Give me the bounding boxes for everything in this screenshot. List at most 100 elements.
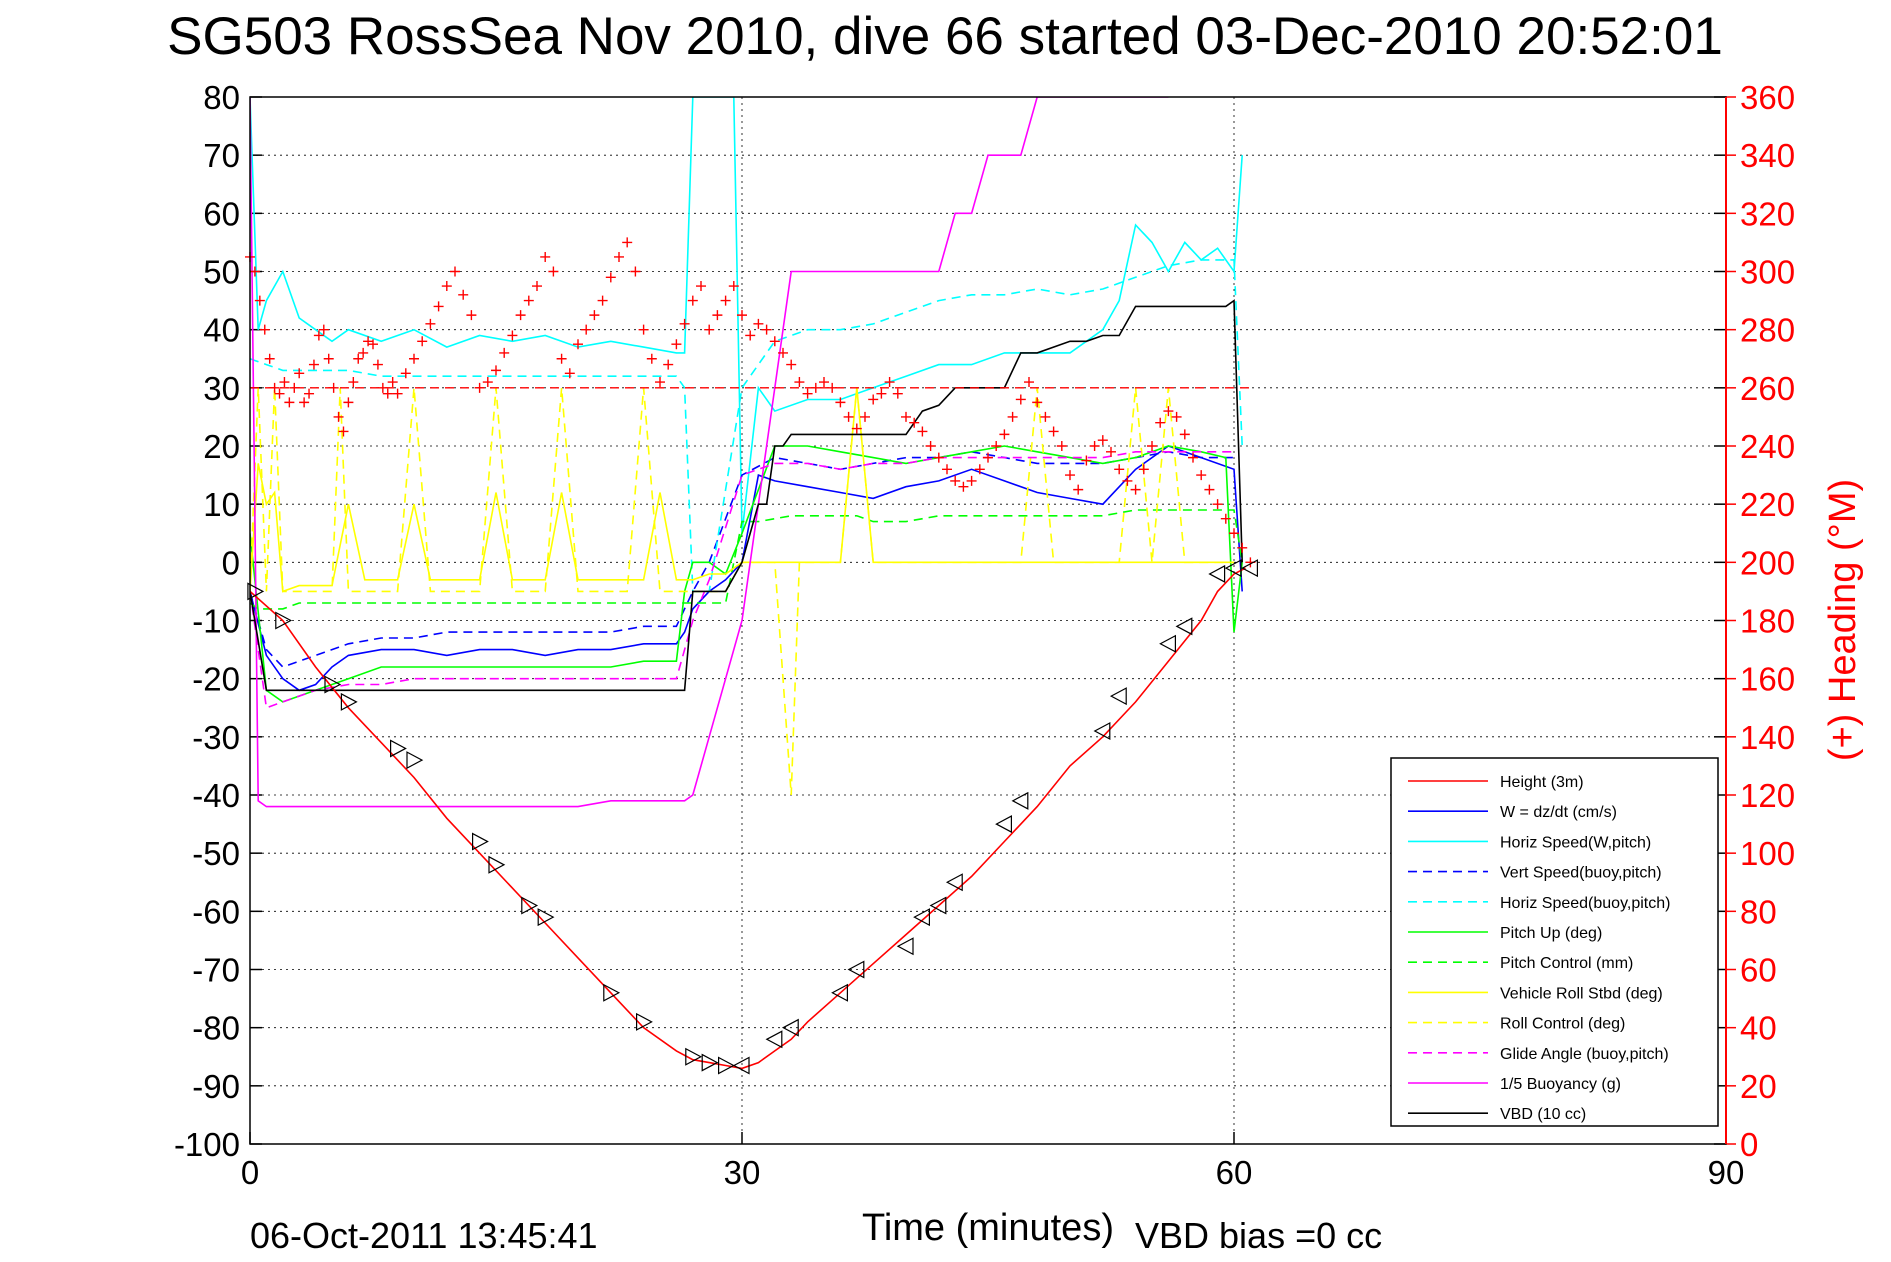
depth-marker: [1208, 564, 1226, 583]
heading-point: [663, 359, 674, 370]
depth-marker: [765, 1030, 783, 1049]
series-line-height-3m: [250, 567, 1246, 1070]
heading-point: [655, 377, 665, 388]
y-tick-label: -40: [192, 777, 240, 814]
heading-point: [1237, 542, 1248, 553]
heading-point: [1073, 484, 1084, 495]
heading-point: [1122, 475, 1133, 486]
plot-series: [250, 97, 1251, 1070]
heading-point: [794, 377, 805, 388]
depth-marker: [1093, 722, 1111, 741]
y-tick-label: 50: [203, 254, 240, 291]
heading-point: [1081, 455, 1092, 466]
y2-tick-label: 220: [1740, 486, 1795, 523]
depth-marker: [537, 908, 555, 927]
y2-tick-label: 340: [1740, 137, 1795, 174]
heading-point: [249, 266, 260, 277]
y-tick-label: 30: [203, 370, 240, 407]
y2-tick-label: 120: [1740, 777, 1795, 814]
heading-point: [308, 359, 319, 370]
heading-point: [614, 251, 624, 262]
y-tick-label: -50: [192, 835, 240, 872]
heading-point: [507, 330, 518, 341]
heading-point: [892, 388, 903, 399]
heading-point: [1212, 499, 1223, 510]
y-tick-label: -70: [192, 952, 240, 989]
heading-point: [1130, 484, 1141, 495]
series-line-pitch-control-mm: [250, 509, 1243, 610]
legend-label: Pitch Control (mm): [1500, 955, 1633, 972]
heading-point: [532, 281, 542, 292]
heading-point: [589, 310, 600, 321]
heading-point: [753, 318, 764, 329]
heading-point: [704, 324, 715, 335]
depth-marker: [603, 983, 621, 1002]
heading-point: [458, 289, 469, 300]
depth-marker: [521, 896, 539, 915]
heading-point: [950, 475, 961, 486]
depth-marker: [1175, 617, 1193, 636]
y2-tick-label: 20: [1740, 1068, 1777, 1105]
depth-marker: [1011, 791, 1029, 810]
depth-marker: [685, 1047, 703, 1066]
y-axis-left-ticks: 80 70 60 50 40 30 20 10 0 -10 -20 -30 -40 -50 -60 -70 -8…: [174, 79, 1726, 1163]
y2-tick-label: 60: [1740, 952, 1777, 989]
heading-point: [323, 353, 334, 364]
heading-point: [581, 324, 592, 335]
depth-marker: [1109, 687, 1127, 706]
y2-tick-label: 240: [1740, 428, 1795, 465]
depth-marker: [247, 582, 265, 601]
heading-point: [843, 411, 854, 422]
depth-markers: [247, 559, 1258, 1075]
heading-point: [605, 272, 616, 283]
heading-point: [835, 397, 846, 408]
y-tick-label: 0: [222, 544, 240, 581]
heading-point: [933, 452, 944, 463]
y2-tick-label: 40: [1740, 1010, 1777, 1047]
y-tick-label: -80: [192, 1010, 240, 1047]
heading-point: [400, 368, 411, 379]
heading-point: [284, 397, 295, 408]
series-line-vehicle-roll-stbd-deg: [250, 387, 1234, 593]
heading-point: [1147, 441, 1157, 451]
heading-point: [387, 377, 398, 388]
series-line-glide-angle-buoy-pitch: [250, 450, 1234, 709]
heading-point: [441, 281, 452, 292]
y-tick-label: -60: [192, 893, 240, 930]
heading-point: [392, 388, 403, 399]
depth-marker: [406, 751, 424, 770]
heading-point: [1155, 417, 1166, 428]
heading-point: [417, 336, 428, 347]
heading-point: [491, 365, 501, 376]
heading-point: [860, 411, 870, 422]
heading-point: [433, 301, 444, 312]
heading-point: [1179, 429, 1190, 440]
x-tick-label: 90: [1708, 1154, 1745, 1191]
y2-tick-label: 140: [1740, 719, 1795, 756]
depth-marker: [945, 873, 963, 892]
heading-point: [573, 339, 583, 350]
y-tick-label: 20: [203, 428, 240, 465]
heading-point: [466, 310, 477, 321]
heading-point: [548, 266, 559, 277]
legend-label: Horiz Speed(buoy,pitch): [1500, 895, 1670, 912]
y2-tick-label: 360: [1740, 79, 1795, 116]
y-tick-label: 80: [203, 79, 240, 116]
heading-point: [786, 359, 797, 370]
heading-point: [983, 452, 993, 463]
heading-point: [1138, 464, 1149, 475]
heading-point: [523, 295, 534, 306]
heading-point: [958, 481, 969, 492]
y2-tick-label: 100: [1740, 835, 1795, 872]
depth-marker: [324, 675, 342, 694]
heading-point: [1048, 426, 1059, 437]
depth-marker: [390, 739, 407, 758]
heading-point: [304, 388, 315, 399]
heading-point: [556, 353, 567, 364]
heading-point: [499, 347, 510, 358]
depth-marker: [340, 692, 358, 711]
heading-point: [827, 382, 838, 393]
heading-point: [884, 377, 895, 388]
depth-marker: [929, 896, 947, 915]
